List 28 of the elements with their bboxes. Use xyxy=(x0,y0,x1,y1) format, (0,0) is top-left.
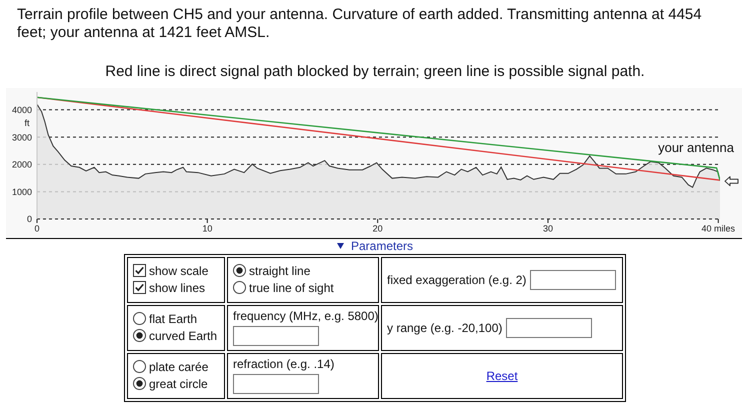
text: Parameters xyxy=(350,239,414,253)
text: Reset xyxy=(486,369,518,383)
x-tick-label: 10 xyxy=(202,223,212,234)
text: great circle xyxy=(149,377,208,391)
y-axis-title: ft xyxy=(24,118,30,128)
y-tick-label: 2000 xyxy=(12,160,32,170)
x-tick-label: 30 xyxy=(542,223,553,234)
text: plate carée xyxy=(149,360,208,374)
text: straight line xyxy=(249,264,310,278)
chart-subtitle: Red line is direct signal path blocked by terrain; green line is possible signal path. xyxy=(104,63,646,81)
x-tick-label: 0 xyxy=(34,223,40,234)
text: true line of sight xyxy=(249,281,334,295)
text: fixed exaggeration (e.g. 2) xyxy=(387,273,526,287)
y-tick-label: 1000 xyxy=(12,186,32,197)
text: curved Earth xyxy=(149,329,218,343)
y-tick-label: 4000 xyxy=(12,104,32,115)
y-tick-label: 3000 xyxy=(12,132,32,142)
chart-title: Terrain profile between CH5 and your antenna. Curvature of earth added. Transmitting antenna at 4454 feet; your antenna at 1421 feet AMSL. xyxy=(17,6,703,42)
text: flat Earth xyxy=(149,312,198,326)
y-tick-label: 0 xyxy=(26,214,32,224)
annotation: your antenna xyxy=(658,140,735,156)
x-tick-label: 20 xyxy=(372,223,383,234)
text: frequency (MHz, e.g. 5800) xyxy=(233,309,378,323)
text: show scale xyxy=(149,264,208,278)
text: refraction (e.g. .14) xyxy=(233,357,334,371)
text: y range (e.g. -20,100) xyxy=(387,321,502,335)
x-tick-label: 40 miles xyxy=(702,223,736,234)
text: show lines xyxy=(149,281,206,295)
